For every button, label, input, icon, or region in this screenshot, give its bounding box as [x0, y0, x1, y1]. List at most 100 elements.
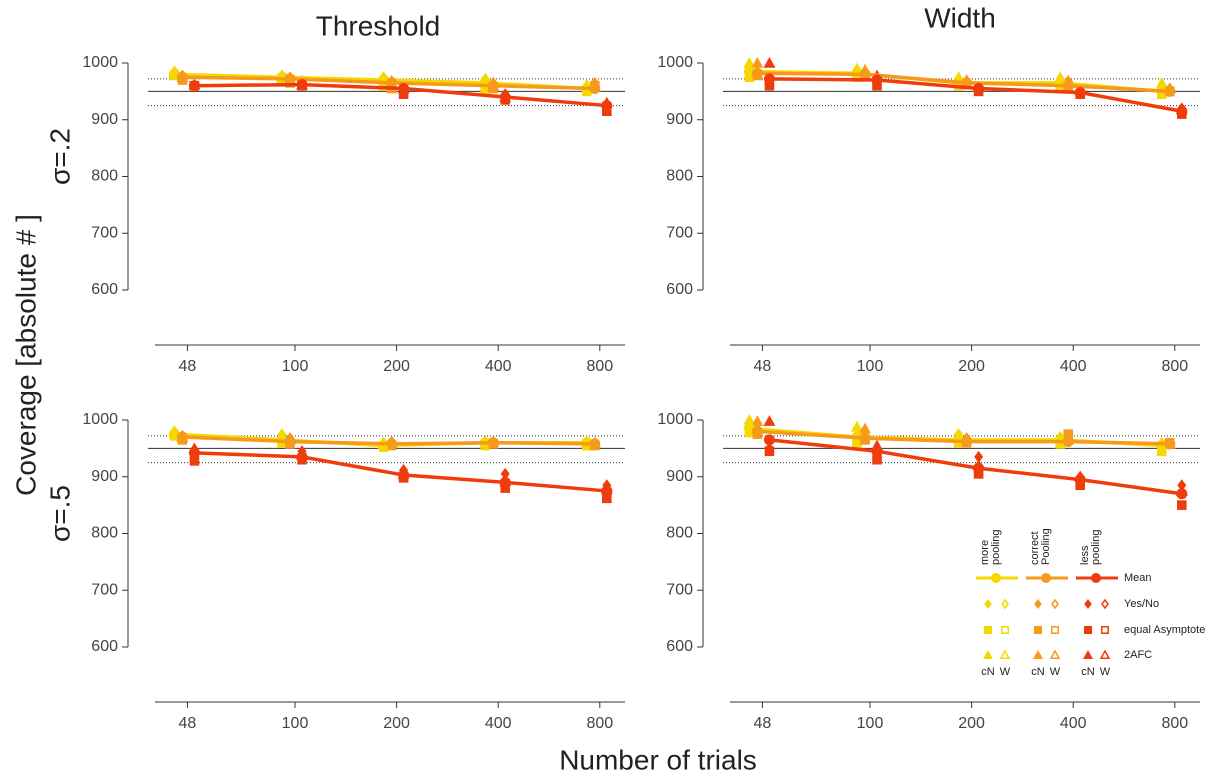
- mean-point: [188, 80, 200, 92]
- mean-point: [859, 432, 871, 444]
- x-tick-label: 100: [282, 358, 309, 375]
- mean-point: [1164, 438, 1176, 450]
- mean-point: [589, 83, 601, 95]
- legend-row-label: Yes/No: [1124, 598, 1159, 610]
- panel-title: Threshold: [316, 10, 441, 41]
- legend-variant: W: [1100, 666, 1111, 678]
- mean-point: [398, 83, 410, 95]
- y-tick-label: 600: [91, 281, 118, 298]
- x-tick-label: 100: [282, 715, 309, 732]
- legend-variant: W: [1000, 666, 1011, 678]
- legend-marker: [1084, 626, 1092, 634]
- mean-point: [601, 100, 613, 112]
- mean-point: [601, 485, 613, 497]
- y-tick-label: 900: [91, 468, 118, 485]
- x-tick-label: 400: [1060, 715, 1087, 732]
- legend-marker: [991, 573, 1001, 583]
- legend-marker: [1033, 650, 1043, 659]
- y-tick-label: 700: [666, 581, 693, 598]
- y-tick-label: 700: [91, 224, 118, 241]
- marker: [1155, 76, 1168, 88]
- legend-column-label: less: [1079, 545, 1091, 565]
- y-tick-label: 800: [666, 168, 693, 185]
- marker: [974, 450, 984, 463]
- x-tick-label: 100: [857, 358, 884, 375]
- mean-point: [1176, 105, 1188, 117]
- marker: [751, 415, 764, 426]
- legend-marker: [1084, 599, 1092, 609]
- legend-variant: cN: [1031, 666, 1045, 678]
- mean-point: [296, 451, 308, 463]
- legend-column-label: Pooling: [1040, 528, 1052, 565]
- row-label: σ=.2: [44, 128, 75, 185]
- mean-point: [487, 80, 499, 92]
- x-tick-label: 800: [586, 358, 613, 375]
- marker: [189, 456, 200, 466]
- y-tick-label: 800: [91, 525, 118, 542]
- marker: [602, 493, 612, 504]
- legend-column-label: more: [979, 540, 991, 565]
- marker: [1177, 500, 1187, 510]
- y-tick-label: 900: [666, 468, 693, 485]
- x-axis-label: Number of trials: [559, 744, 757, 775]
- legend-marker: [1051, 598, 1059, 610]
- legend-marker: [1001, 626, 1009, 634]
- mean-point: [499, 91, 511, 103]
- mean-point: [973, 83, 985, 95]
- mean-point: [973, 462, 985, 474]
- x-tick-label: 400: [485, 358, 512, 375]
- mean-point: [398, 469, 410, 481]
- mean-point: [763, 73, 775, 85]
- mean-point: [296, 79, 308, 91]
- x-tick-label: 200: [958, 715, 985, 732]
- marker: [500, 467, 510, 480]
- y-tick-label: 600: [666, 281, 693, 298]
- x-tick-label: 48: [754, 715, 772, 732]
- y-axis-label: Coverage [absolute # ]: [10, 214, 41, 496]
- mean-point: [961, 436, 973, 448]
- mean-point: [176, 431, 188, 443]
- mean-point: [871, 74, 883, 86]
- x-tick-label: 200: [383, 715, 410, 732]
- marker: [763, 57, 776, 68]
- marker: [743, 57, 756, 68]
- legend-variant: cN: [981, 666, 995, 678]
- x-tick-label: 800: [586, 715, 613, 732]
- mean-point: [386, 438, 398, 450]
- legend-marker: [1034, 599, 1042, 609]
- legend-marker: [984, 626, 992, 634]
- mean-point: [284, 73, 296, 85]
- mean-point: [1074, 474, 1086, 486]
- legend-row-label: equal Asymptote: [1124, 624, 1205, 636]
- x-tick-label: 800: [1161, 358, 1188, 375]
- x-tick-label: 400: [1060, 358, 1087, 375]
- y-tick-label: 900: [91, 111, 118, 128]
- mean-point: [871, 445, 883, 457]
- mean-point: [176, 71, 188, 83]
- legend-marker: [1049, 649, 1061, 659]
- x-tick-label: 200: [383, 358, 410, 375]
- x-tick-label: 200: [958, 358, 985, 375]
- legend-marker: [999, 649, 1011, 659]
- marker: [743, 414, 756, 425]
- legend-marker: [1099, 649, 1111, 659]
- marker: [851, 420, 864, 432]
- y-tick-label: 600: [666, 638, 693, 655]
- mean-point: [1164, 85, 1176, 97]
- marker: [859, 422, 872, 434]
- mean-point: [499, 476, 511, 488]
- row-label: σ=.5: [44, 485, 75, 542]
- marker: [764, 446, 775, 457]
- x-tick-label: 800: [1161, 715, 1188, 732]
- legend-marker: [1051, 626, 1059, 634]
- legend-column-label: pooling: [990, 530, 1002, 565]
- mean-point: [589, 438, 601, 450]
- y-tick-label: 700: [91, 581, 118, 598]
- x-tick-label: 100: [857, 715, 884, 732]
- x-tick-label: 48: [179, 715, 197, 732]
- marker: [872, 454, 882, 465]
- marker: [751, 57, 764, 68]
- marker: [763, 415, 776, 426]
- y-tick-label: 1000: [82, 411, 118, 428]
- legend-marker: [1034, 626, 1042, 634]
